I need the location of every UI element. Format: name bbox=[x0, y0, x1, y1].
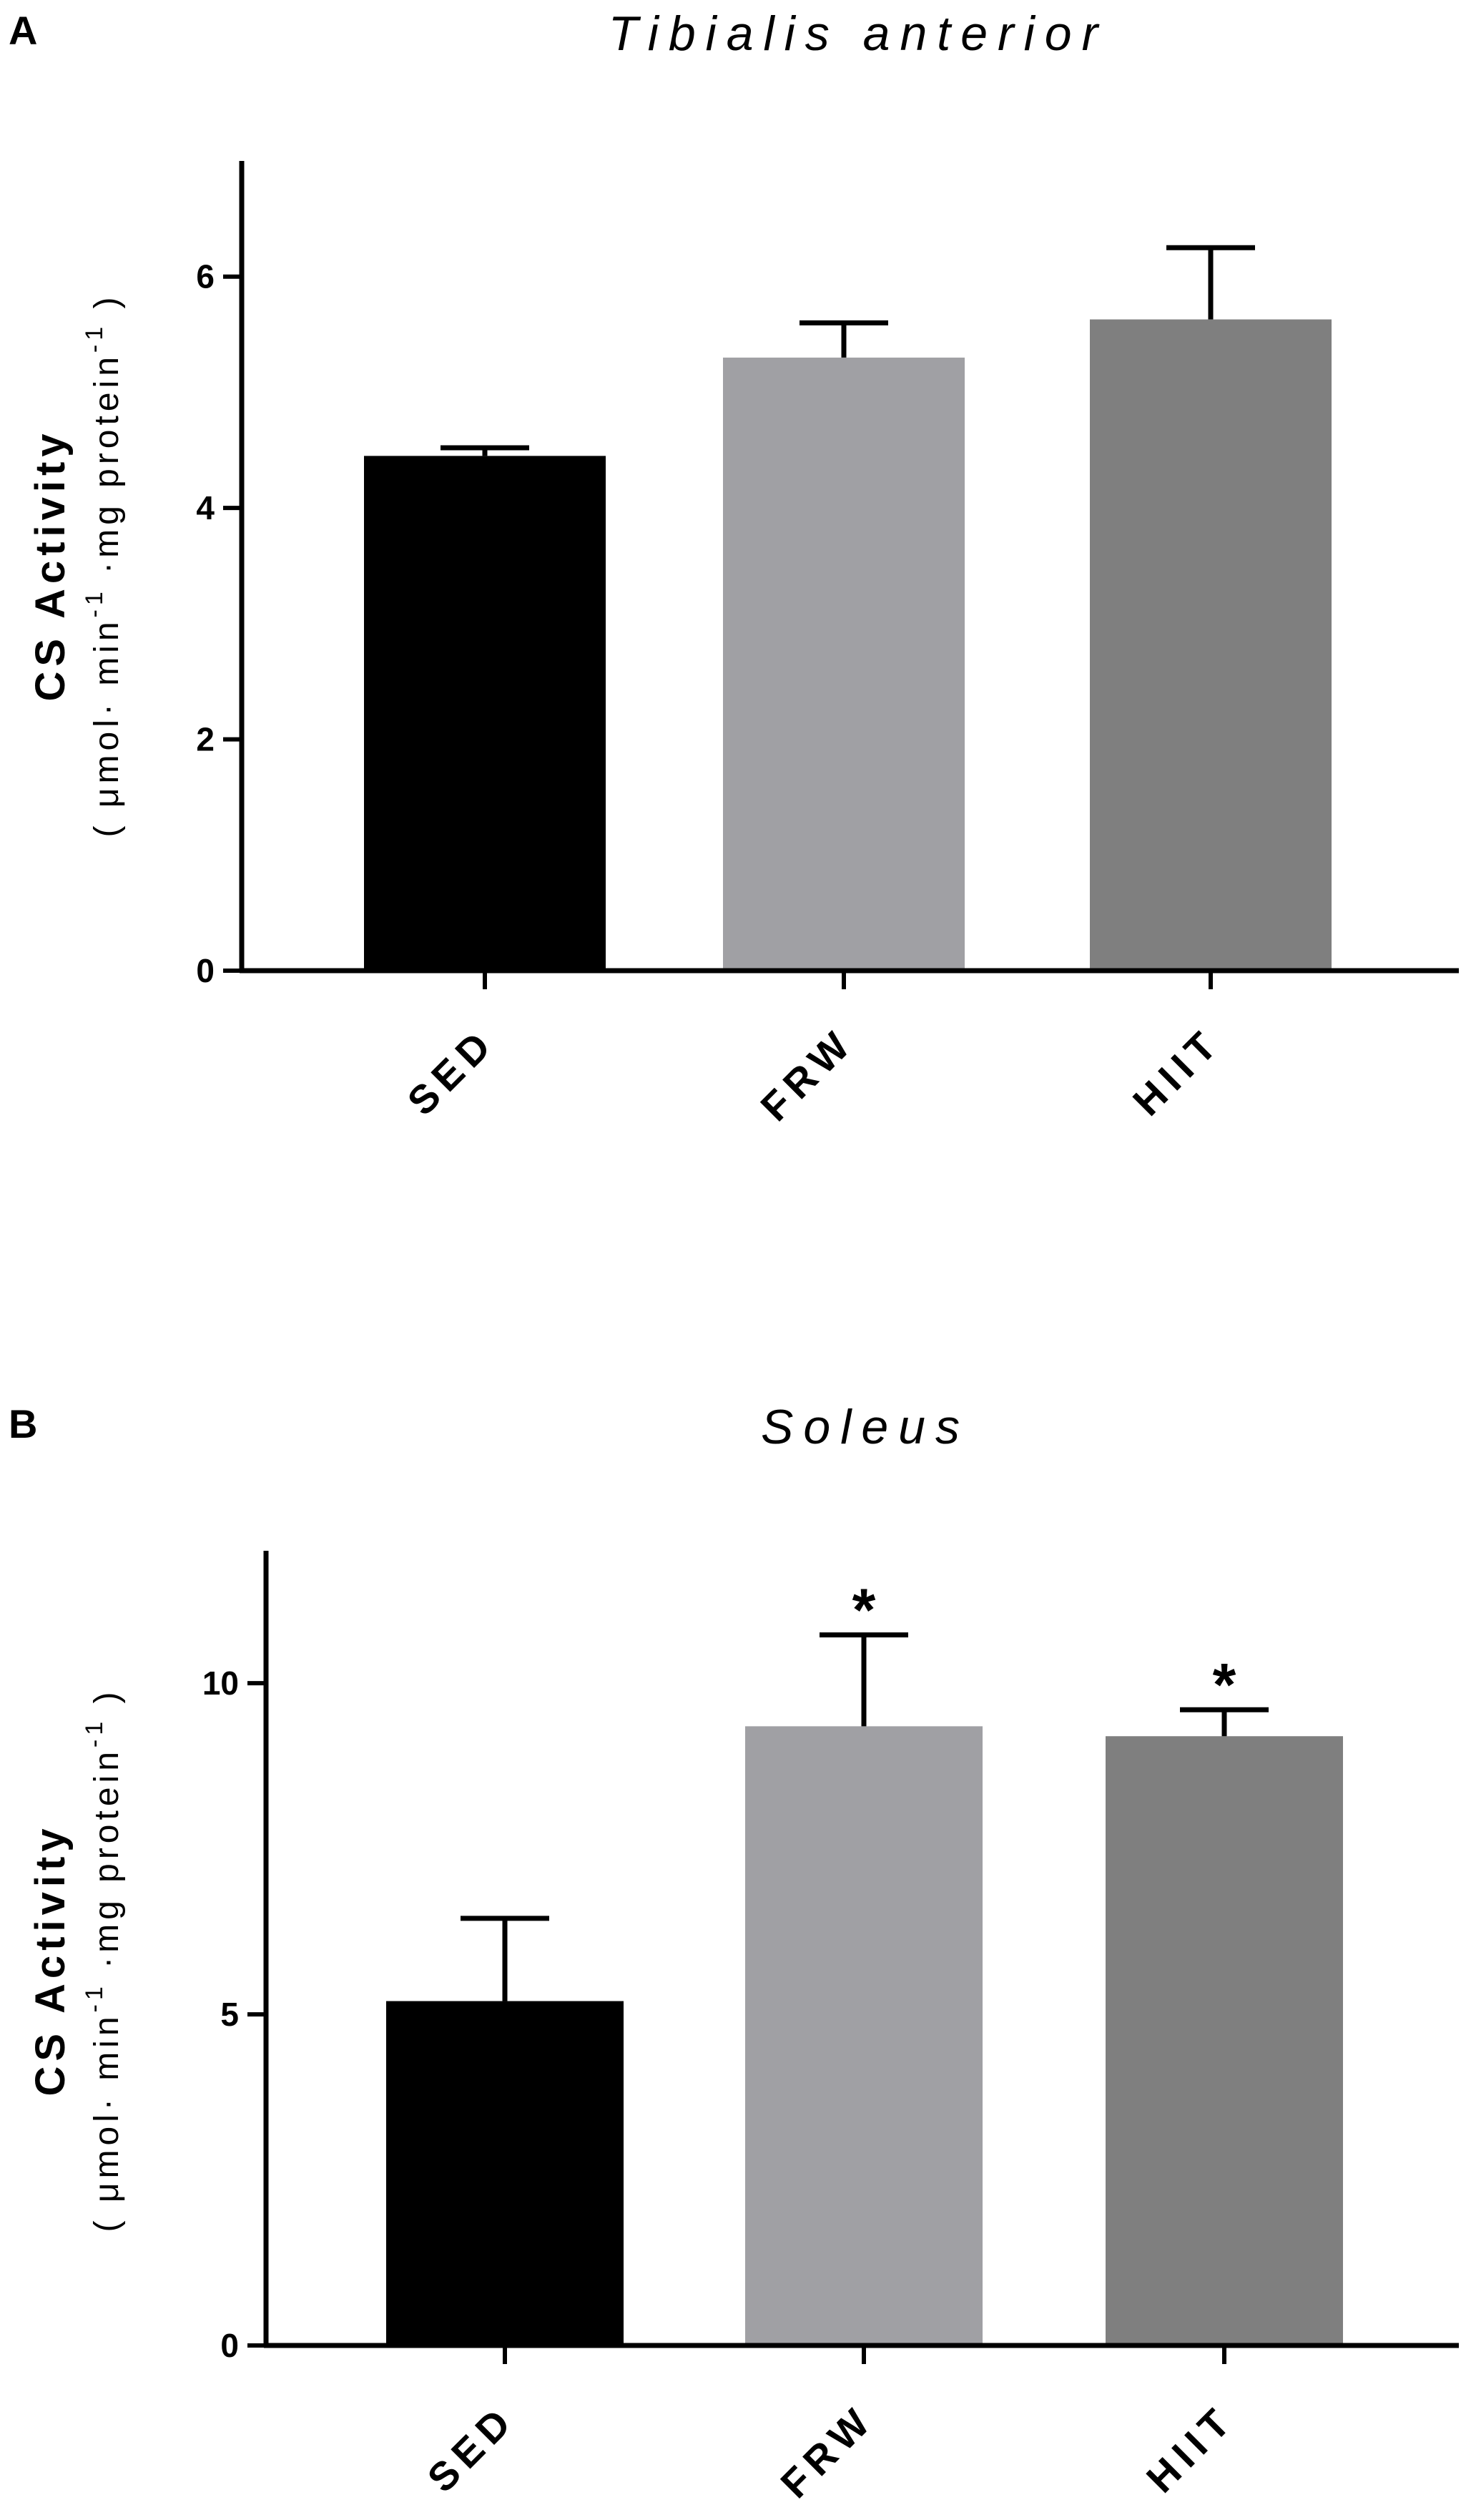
bar-hiit bbox=[1090, 319, 1332, 971]
bar-sed bbox=[386, 2001, 624, 2345]
error-bar-frw bbox=[800, 320, 888, 358]
error-bar-hiit bbox=[1180, 1707, 1269, 1737]
x-tick-label-hiit: HIIT bbox=[1138, 2396, 1244, 2501]
x-tick-label-sed: SED bbox=[398, 1019, 503, 1124]
error-bar-sed bbox=[461, 1916, 549, 2001]
y-tick-label: 0 bbox=[196, 952, 215, 989]
chart-title: Soleus bbox=[761, 1400, 970, 1454]
significance-marker: * bbox=[1213, 1651, 1236, 1718]
bar-sed bbox=[364, 456, 606, 971]
x-tick-label-sed: SED bbox=[418, 2396, 523, 2501]
y-tick-label: 6 bbox=[196, 258, 215, 295]
y-axis-label: CS Activity bbox=[27, 428, 74, 701]
error-bar-hiit bbox=[1166, 245, 1255, 320]
y-tick-label: 10 bbox=[202, 1665, 239, 1702]
x-tick-label-hiit: HIIT bbox=[1124, 1019, 1230, 1124]
x-tick-label-frw: FRW bbox=[772, 2396, 882, 2506]
significance-marker: * bbox=[852, 1577, 876, 1644]
bar-hiit bbox=[1106, 1736, 1343, 2345]
x-tick-label-frw: FRW bbox=[752, 1019, 862, 1129]
bar-frw bbox=[723, 357, 965, 971]
panel-letter: B bbox=[9, 1401, 37, 1446]
chart-title: Tibialis anterior bbox=[609, 6, 1108, 61]
panel-b: B Soleus * * 0 5 10 SED FRW HIIT CS Activity( μmol… bbox=[9, 1400, 1459, 2506]
y-axis-label: CS Activity bbox=[27, 1823, 74, 2096]
y-tick-label: 0 bbox=[220, 2327, 239, 2364]
error-bar-sed bbox=[441, 445, 529, 456]
y-axis-units: ( μmol· min-1 ·mg protein-1 ) bbox=[81, 1688, 126, 2232]
y-tick-label: 5 bbox=[220, 1996, 239, 2033]
error-bar-frw bbox=[820, 1632, 908, 1727]
y-axis-units: ( μmol· min-1 ·mg protein-1 ) bbox=[81, 293, 126, 838]
y-tick-label: 2 bbox=[196, 721, 215, 758]
y-tick-label: 4 bbox=[196, 489, 215, 526]
panel-a: A Tibialis anterior 0 2 4 6 SED FRW HIIT CS Activ… bbox=[9, 6, 1459, 1129]
panel-letter: A bbox=[9, 8, 37, 53]
bar-frw bbox=[745, 1726, 983, 2345]
